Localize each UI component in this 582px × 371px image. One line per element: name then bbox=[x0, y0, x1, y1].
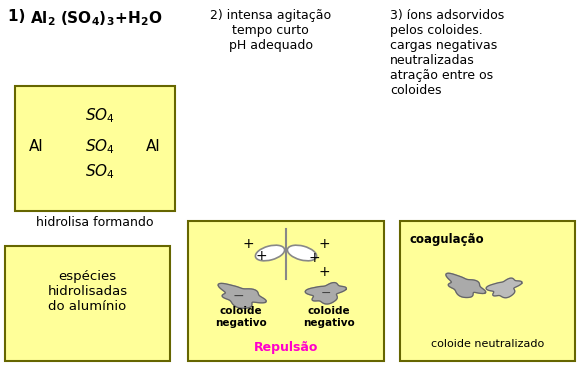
Polygon shape bbox=[218, 283, 266, 308]
Text: +: + bbox=[318, 237, 330, 251]
Text: $\mathbf{Al_2\ (SO_4)_3\!+\!H_2O}$: $\mathbf{Al_2\ (SO_4)_3\!+\!H_2O}$ bbox=[30, 9, 163, 28]
Text: −: − bbox=[321, 286, 331, 299]
Text: $SO_4$: $SO_4$ bbox=[85, 137, 115, 156]
Text: +: + bbox=[255, 249, 267, 263]
Polygon shape bbox=[446, 273, 486, 298]
Text: 2) intensa agitação
tempo curto
pH adequado: 2) intensa agitação tempo curto pH adequ… bbox=[210, 9, 331, 52]
Bar bbox=[5, 246, 170, 361]
Text: Al: Al bbox=[147, 139, 161, 154]
Text: Al: Al bbox=[29, 139, 44, 154]
Polygon shape bbox=[305, 283, 346, 304]
Text: 1): 1) bbox=[8, 9, 36, 24]
Text: −: − bbox=[232, 289, 244, 303]
Text: +: + bbox=[242, 237, 254, 251]
Text: coloide
negativo: coloide negativo bbox=[303, 306, 355, 328]
Ellipse shape bbox=[288, 245, 317, 261]
Text: hidrolisa formando: hidrolisa formando bbox=[36, 216, 154, 229]
Text: +: + bbox=[318, 265, 330, 279]
Bar bbox=[15, 86, 175, 211]
Text: 3) íons adsorvidos
pelos coloides.
cargas negativas
neutralizadas
atração entre : 3) íons adsorvidos pelos coloides. carga… bbox=[390, 9, 504, 97]
Bar bbox=[188, 221, 384, 361]
Text: coloide
negativo: coloide negativo bbox=[215, 306, 267, 328]
Text: $SO_4$: $SO_4$ bbox=[85, 162, 115, 181]
Text: coagulação: coagulação bbox=[410, 233, 485, 246]
Polygon shape bbox=[486, 278, 522, 298]
Text: espécies
hidrolisadas
do alumínio: espécies hidrolisadas do alumínio bbox=[48, 270, 127, 313]
Text: +: + bbox=[308, 251, 320, 265]
Text: $SO_4$: $SO_4$ bbox=[85, 106, 115, 125]
Bar bbox=[400, 221, 575, 361]
Ellipse shape bbox=[255, 245, 285, 261]
Text: coloide neutralizado: coloide neutralizado bbox=[431, 339, 544, 349]
Text: Repulsão: Repulsão bbox=[254, 341, 318, 354]
